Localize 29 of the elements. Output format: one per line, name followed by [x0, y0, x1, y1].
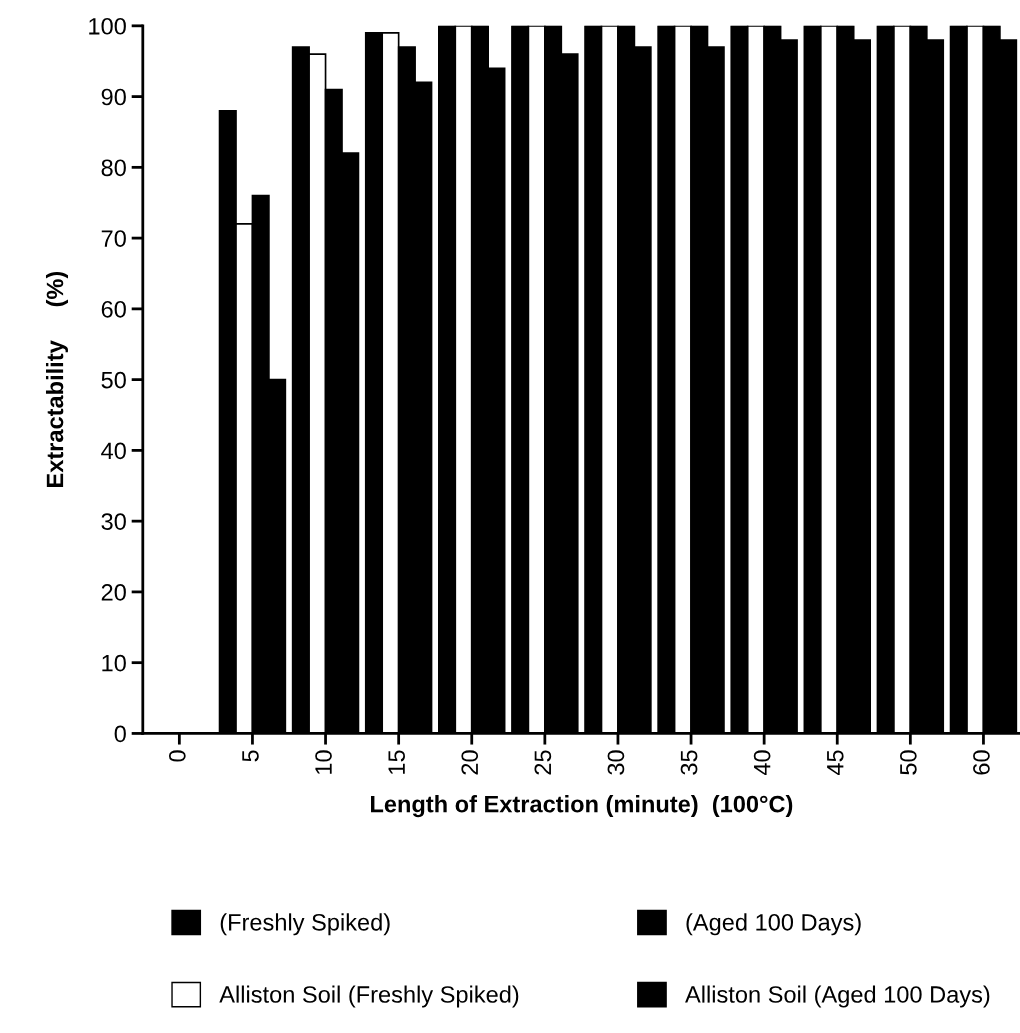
- x-tick-label: 0: [168, 750, 186, 762]
- x-tick-label: 40: [753, 750, 771, 776]
- x-tick-label: 15: [388, 750, 405, 774]
- y-tick-label: 0: [114, 725, 126, 743]
- y-tick-label: 30: [101, 513, 126, 530]
- legend-label: Alliston Soil (Aged 100 Days): [685, 985, 990, 1008]
- y-tick-label: 50: [101, 371, 126, 389]
- x-tick-label: 25: [534, 750, 552, 775]
- x-tick-label: 30: [607, 750, 625, 775]
- x-tick-label: 60: [973, 750, 990, 775]
- x-tick-label: 45: [827, 750, 844, 776]
- x-tick-label: 35: [680, 750, 698, 775]
- y-tick-label: 60: [101, 300, 126, 318]
- y-tick-label: 90: [101, 88, 126, 106]
- y-tick-label: 100: [89, 17, 126, 35]
- legend-label: (Aged 100 Days): [686, 913, 861, 936]
- x-tick-label: 5: [242, 750, 259, 762]
- x-tick-label: 50: [899, 750, 917, 775]
- y-tick-label: 10: [102, 654, 126, 672]
- y-tick-label: 70: [101, 230, 126, 247]
- y-tick-label: 40: [101, 442, 126, 460]
- x-axis-title: Length of Extraction (minute) (100°C): [371, 795, 793, 818]
- x-tick-label: 20: [461, 750, 479, 775]
- legend-label: Alliston Soil (Freshly Spiked): [219, 985, 519, 1008]
- y-axis-title: Extractability (%): [45, 271, 68, 487]
- x-tick-label: 10: [315, 750, 332, 774]
- legend-label: (Freshly Spiked): [220, 913, 390, 936]
- y-tick-label: 80: [101, 159, 126, 177]
- y-tick-label: 20: [101, 583, 126, 601]
